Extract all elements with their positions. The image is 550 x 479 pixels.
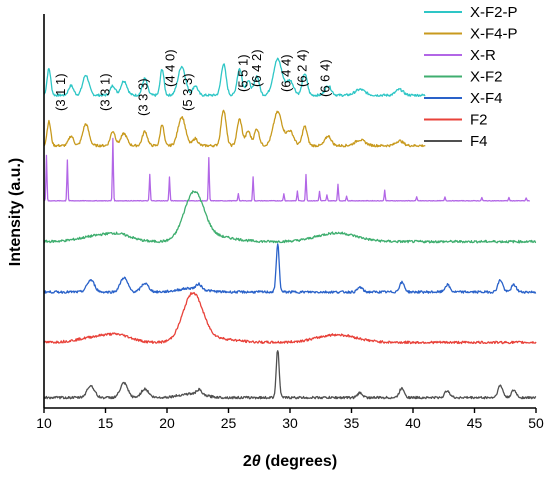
annotations: (3 1 1) (3 3 1) (3 3 3) (4 4 0)(5 3 3) (5 5 … <box>53 49 333 116</box>
legend-label: X-F4-P <box>470 26 518 43</box>
x-tick-label: 20 <box>159 415 175 431</box>
miller-index-label: (3 3 1) <box>97 73 112 111</box>
series-line-x-f4-p <box>43 109 426 148</box>
y-axis-title: Intensity (a.u.) <box>7 158 24 266</box>
x-tick-label: 35 <box>344 415 360 431</box>
x-tick-label: 50 <box>528 415 544 431</box>
legend-label: F2 <box>470 112 488 129</box>
series-line-x-f2 <box>43 190 537 244</box>
miller-index-label: (6 4 2) <box>249 49 264 87</box>
miller-index-label: (3 3 3) <box>135 78 150 116</box>
x-tick-label: 30 <box>282 415 298 431</box>
x-tick-label: 45 <box>467 415 483 431</box>
legend-label: F4 <box>470 133 488 150</box>
legend-label: X-R <box>470 47 496 64</box>
series-line-x-f2-p <box>43 57 426 98</box>
series-layer <box>43 57 537 400</box>
miller-index-label: (6 6 4) <box>318 59 333 97</box>
x-tick-label: 15 <box>98 415 114 431</box>
legend-label: X-F2-P <box>470 4 518 21</box>
series-line-x-f4 <box>43 243 537 294</box>
legend-label: X-F4 <box>470 90 503 107</box>
x-axis-title: 2θ (degrees) <box>243 453 337 470</box>
miller-index-label: (3 1 1) <box>53 73 68 111</box>
x-ticks: 10 15 20 25 30 35 40 45 50 <box>36 408 544 431</box>
legend: X-F2-P X-F4-P X-R X-F2 X-F4 F2 F4 <box>424 4 518 150</box>
miller-index-label: (6 2 4) <box>294 49 309 87</box>
x-tick-label: 25 <box>221 415 237 431</box>
miller-index-label: (5 5 1) <box>235 54 250 92</box>
miller-index-label: (6 4 4) <box>278 54 293 92</box>
legend-label: X-F2 <box>470 69 503 86</box>
x-tick-label: 40 <box>405 415 421 431</box>
x-tick-label: 10 <box>36 415 52 431</box>
miller-index-label: (4 4 0) <box>163 49 178 87</box>
series-line-f2 <box>43 291 537 345</box>
series-line-x-r <box>43 137 530 202</box>
series-line-f4 <box>43 350 537 400</box>
miller-index-label: (5 3 3) <box>180 73 195 111</box>
